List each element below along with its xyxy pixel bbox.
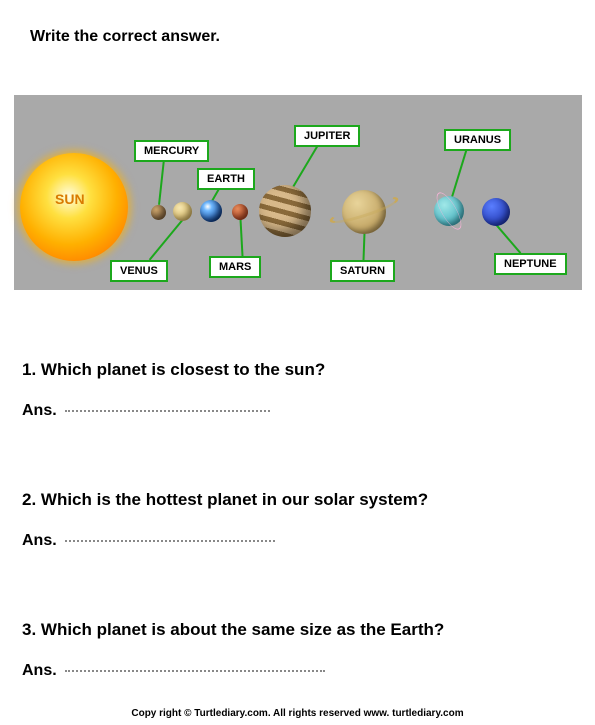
sun	[20, 153, 128, 261]
planet-neptune	[482, 198, 510, 226]
answer-prefix: Ans.	[22, 532, 57, 549]
answer-line: Ans.	[22, 402, 573, 420]
solar-system-diagram: SUN MERCURY VENUS EARTH MARS JUPITER SATURN URA…	[14, 95, 582, 290]
answer-blank[interactable]	[65, 670, 325, 672]
sun-label: SUN	[55, 191, 85, 207]
label-jupiter: JUPITER	[294, 125, 360, 147]
connector-line	[496, 225, 521, 254]
planet-earth	[200, 200, 222, 222]
instruction-text: Write the correct answer.	[30, 28, 220, 46]
question-text: 1. Which planet is closest to the sun?	[22, 360, 573, 380]
label-uranus: URANUS	[444, 129, 511, 151]
label-venus: VENUS	[110, 260, 168, 282]
question-block: 3. Which planet is about the same size a…	[22, 620, 573, 680]
connector-line	[240, 219, 243, 256]
connector-line	[149, 220, 183, 261]
answer-blank[interactable]	[65, 410, 270, 412]
label-mercury: MERCURY	[134, 140, 209, 162]
planet-venus	[173, 202, 192, 221]
question-block: 2. Which is the hottest planet in our so…	[22, 490, 573, 550]
planet-mercury	[151, 205, 166, 220]
label-saturn: SATURN	[330, 260, 395, 282]
copyright-footer: Copy right © Turtlediary.com. All rights…	[0, 708, 595, 719]
planet-jupiter	[259, 185, 311, 237]
connector-line	[292, 145, 318, 188]
question-text: 2. Which is the hottest planet in our so…	[22, 490, 573, 510]
connector-line	[158, 159, 164, 205]
connector-line	[451, 148, 467, 197]
answer-line: Ans.	[22, 662, 573, 680]
label-neptune: NEPTUNE	[494, 253, 567, 275]
answer-prefix: Ans.	[22, 662, 57, 679]
label-mars: MARS	[209, 256, 261, 278]
answer-prefix: Ans.	[22, 402, 57, 419]
question-block: 1. Which planet is closest to the sun? An…	[22, 360, 573, 420]
connector-line	[363, 233, 365, 260]
answer-blank[interactable]	[65, 540, 275, 542]
planet-mars	[232, 204, 248, 220]
label-earth: EARTH	[197, 168, 255, 190]
answer-line: Ans.	[22, 532, 573, 550]
question-text: 3. Which planet is about the same size a…	[22, 620, 573, 640]
